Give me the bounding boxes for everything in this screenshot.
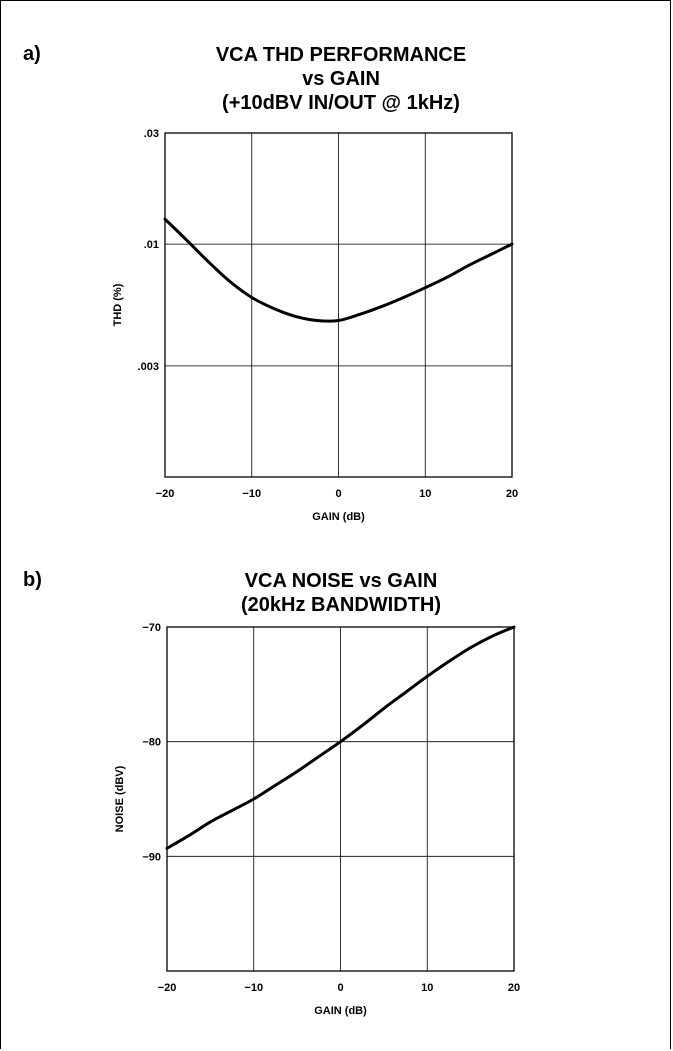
chart-a-y-tick-label: .01 <box>144 239 159 251</box>
chart-b-title-line-1: VCA NOISE vs GAIN <box>244 570 438 592</box>
chart-a-title-line-1: VCA THD PERFORMANCE <box>215 44 467 66</box>
chart-b-y-tick-label: −90 <box>142 851 161 863</box>
chart-b-series-line-0 <box>165 625 516 850</box>
chart-a-x-tick-label: 20 <box>506 488 518 500</box>
chart-a-title-line-3: (+10dBV IN/OUT @ 1kHz) <box>222 92 460 114</box>
chart-a-x-tick-label: −20 <box>156 488 175 500</box>
chart-b-title: VCA NOISE vs GAIN (20kHz BANDWIDTH) <box>141 569 541 617</box>
chart-b-x-tick-label: 10 <box>421 982 433 994</box>
chart-a-x-tick-label: 0 <box>335 488 341 500</box>
chart-a-y-tick-label: .03 <box>144 128 159 140</box>
chart-b-y-tick-label: −80 <box>142 737 161 749</box>
chart-a-x-tick-label: −10 <box>242 488 261 500</box>
chart-a-title-line-2: vs GAIN <box>302 68 380 90</box>
chart-b-x-axis-title: GAIN (dB) <box>314 1005 367 1017</box>
chart-a-x-tick-label: 10 <box>419 488 431 500</box>
chart-b-y-axis-title: NOISE (dBV) <box>114 765 126 832</box>
chart-a-y-axis-title: THD (%) <box>112 283 124 326</box>
chart-a-y-tick-label: .003 <box>138 361 159 373</box>
chart-a-series-line-0 <box>163 217 514 323</box>
chart-b-x-tick-label: −10 <box>244 982 263 994</box>
chart-b-x-tick-label: −20 <box>158 982 177 994</box>
chart-a-x-axis-title: GAIN (dB) <box>312 511 365 523</box>
panel-b-label: b) <box>23 569 42 591</box>
chart-b-x-tick-label: 0 <box>337 982 343 994</box>
chart-b-y-tick-label: −70 <box>142 622 161 634</box>
chart-b-title-line-2: (20kHz BANDWIDTH) <box>241 594 441 616</box>
panel-a-label: a) <box>23 43 41 65</box>
chart-a-title: VCA THD PERFORMANCE vs GAIN (+10dBV IN/O… <box>141 43 541 115</box>
chart-b-x-tick-label: 20 <box>508 982 520 994</box>
